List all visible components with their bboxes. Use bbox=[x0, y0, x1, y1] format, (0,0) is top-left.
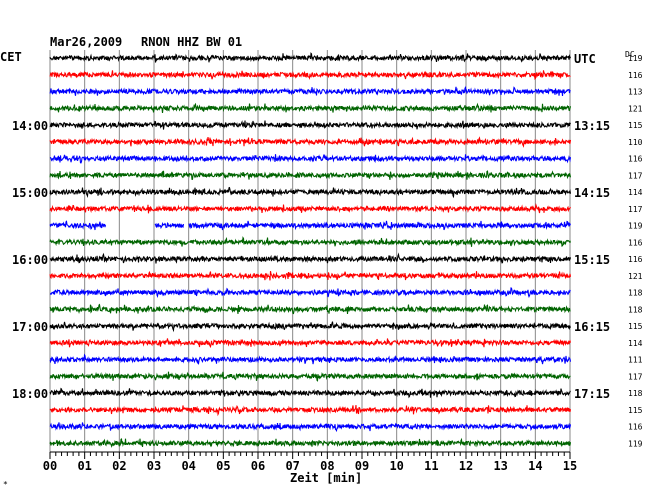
right-hour-label: 16:15 bbox=[574, 320, 610, 334]
seismic-trace-20 bbox=[49, 387, 571, 399]
x-tick-label: 02 bbox=[112, 459, 126, 473]
seismic-trace-14 bbox=[49, 287, 571, 298]
seismic-trace-16 bbox=[49, 321, 572, 333]
seismic-trace-13 bbox=[49, 270, 572, 281]
title-station: RNON HHZ BW 01 bbox=[141, 35, 242, 49]
x-tick-label: 14 bbox=[528, 459, 542, 473]
dc-offset-label: 117 bbox=[628, 372, 643, 381]
seismic-trace-22 bbox=[49, 422, 572, 433]
axis-layer: 1191161131211151101161171141171191161161… bbox=[12, 52, 643, 473]
dc-offset-label: 119 bbox=[628, 439, 643, 448]
seismic-trace-3 bbox=[49, 102, 572, 113]
x-tick-label: 10 bbox=[389, 459, 403, 473]
seismic-trace-1 bbox=[49, 70, 571, 81]
dc-offset-label: 114 bbox=[628, 188, 643, 197]
x-tick-label: 00 bbox=[43, 459, 57, 473]
grid-layer bbox=[49, 50, 571, 452]
dc-offset-label: 116 bbox=[628, 155, 643, 164]
seismic-trace-19 bbox=[49, 371, 571, 382]
dc-offset-label: 114 bbox=[628, 339, 643, 348]
seismic-trace-4 bbox=[49, 120, 571, 130]
seismic-trace-7 bbox=[49, 170, 572, 181]
x-tick-label: 13 bbox=[493, 459, 507, 473]
dc-offset-label: 115 bbox=[628, 121, 643, 130]
x-tick-label: 03 bbox=[147, 459, 161, 473]
right-hour-label: 14:15 bbox=[574, 186, 610, 200]
dc-header-label: DC bbox=[625, 50, 635, 59]
seismic-trace-8 bbox=[49, 186, 572, 199]
x-tick-label: 09 bbox=[355, 459, 369, 473]
left-hour-label: 18:00 bbox=[12, 387, 48, 401]
seismic-trace-0 bbox=[49, 52, 572, 63]
dc-offset-label: 111 bbox=[628, 356, 643, 365]
dc-offset-label: 116 bbox=[628, 255, 643, 264]
x-tick-label: 05 bbox=[216, 459, 230, 473]
trace-layer bbox=[49, 52, 572, 448]
corner-mark: * bbox=[3, 480, 8, 489]
left-hour-label: 15:00 bbox=[12, 186, 48, 200]
seismic-trace-15 bbox=[49, 303, 571, 315]
dc-offset-label: 116 bbox=[628, 423, 643, 432]
left-hour-label: 14:00 bbox=[12, 119, 48, 133]
x-tick-label: 08 bbox=[320, 459, 334, 473]
dc-offset-label: 110 bbox=[628, 138, 643, 147]
seismic-trace-23 bbox=[49, 437, 572, 448]
x-tick-label: 01 bbox=[77, 459, 91, 473]
dc-offset-label: 113 bbox=[628, 88, 643, 97]
left-hour-label: 17:00 bbox=[12, 320, 48, 334]
x-tick-label: 11 bbox=[424, 459, 438, 473]
dc-offset-label: 118 bbox=[628, 305, 643, 314]
title-date: Mar26,2009 bbox=[50, 35, 122, 49]
seismic-trace-12 bbox=[49, 252, 572, 264]
dc-offset-label: 116 bbox=[628, 238, 643, 247]
x-tick-label: 06 bbox=[251, 459, 265, 473]
seismic-trace-6 bbox=[49, 154, 572, 164]
dc-offset-label: 118 bbox=[628, 289, 643, 298]
seismic-trace-18 bbox=[49, 353, 572, 365]
x-axis-title: Zeit [min] bbox=[290, 471, 362, 485]
dc-offset-label: 116 bbox=[628, 71, 643, 80]
seismic-trace-11 bbox=[49, 236, 572, 247]
dc-offset-label: 115 bbox=[628, 406, 643, 415]
left-timezone-label: CET bbox=[0, 50, 22, 64]
dc-offset-label: 121 bbox=[628, 104, 643, 113]
right-hour-label: 13:15 bbox=[574, 119, 610, 133]
x-tick-label: 12 bbox=[459, 459, 473, 473]
right-hour-label: 17:15 bbox=[574, 387, 610, 401]
dc-offset-label: 119 bbox=[628, 222, 643, 231]
seismic-trace-10 bbox=[49, 220, 572, 231]
x-tick-label: 07 bbox=[285, 459, 299, 473]
right-hour-label: UTC bbox=[574, 52, 596, 66]
seismic-trace-21 bbox=[49, 405, 572, 417]
seismic-trace-2 bbox=[49, 85, 571, 96]
x-tick-label: 04 bbox=[181, 459, 195, 473]
right-hour-label: 15:15 bbox=[574, 253, 610, 267]
dc-offset-label: 118 bbox=[628, 389, 643, 398]
x-tick-label: 15 bbox=[563, 459, 577, 473]
dc-offset-label: 117 bbox=[628, 205, 643, 214]
seismic-trace-5 bbox=[49, 136, 572, 148]
dc-offset-label: 117 bbox=[628, 171, 643, 180]
dc-offset-label: 121 bbox=[628, 272, 643, 281]
seismic-trace-17 bbox=[49, 338, 572, 349]
dc-offset-label: 119 bbox=[628, 54, 643, 63]
left-hour-label: 16:00 bbox=[12, 253, 48, 267]
seismic-trace-9 bbox=[49, 203, 571, 214]
dc-offset-label: 115 bbox=[628, 322, 643, 331]
